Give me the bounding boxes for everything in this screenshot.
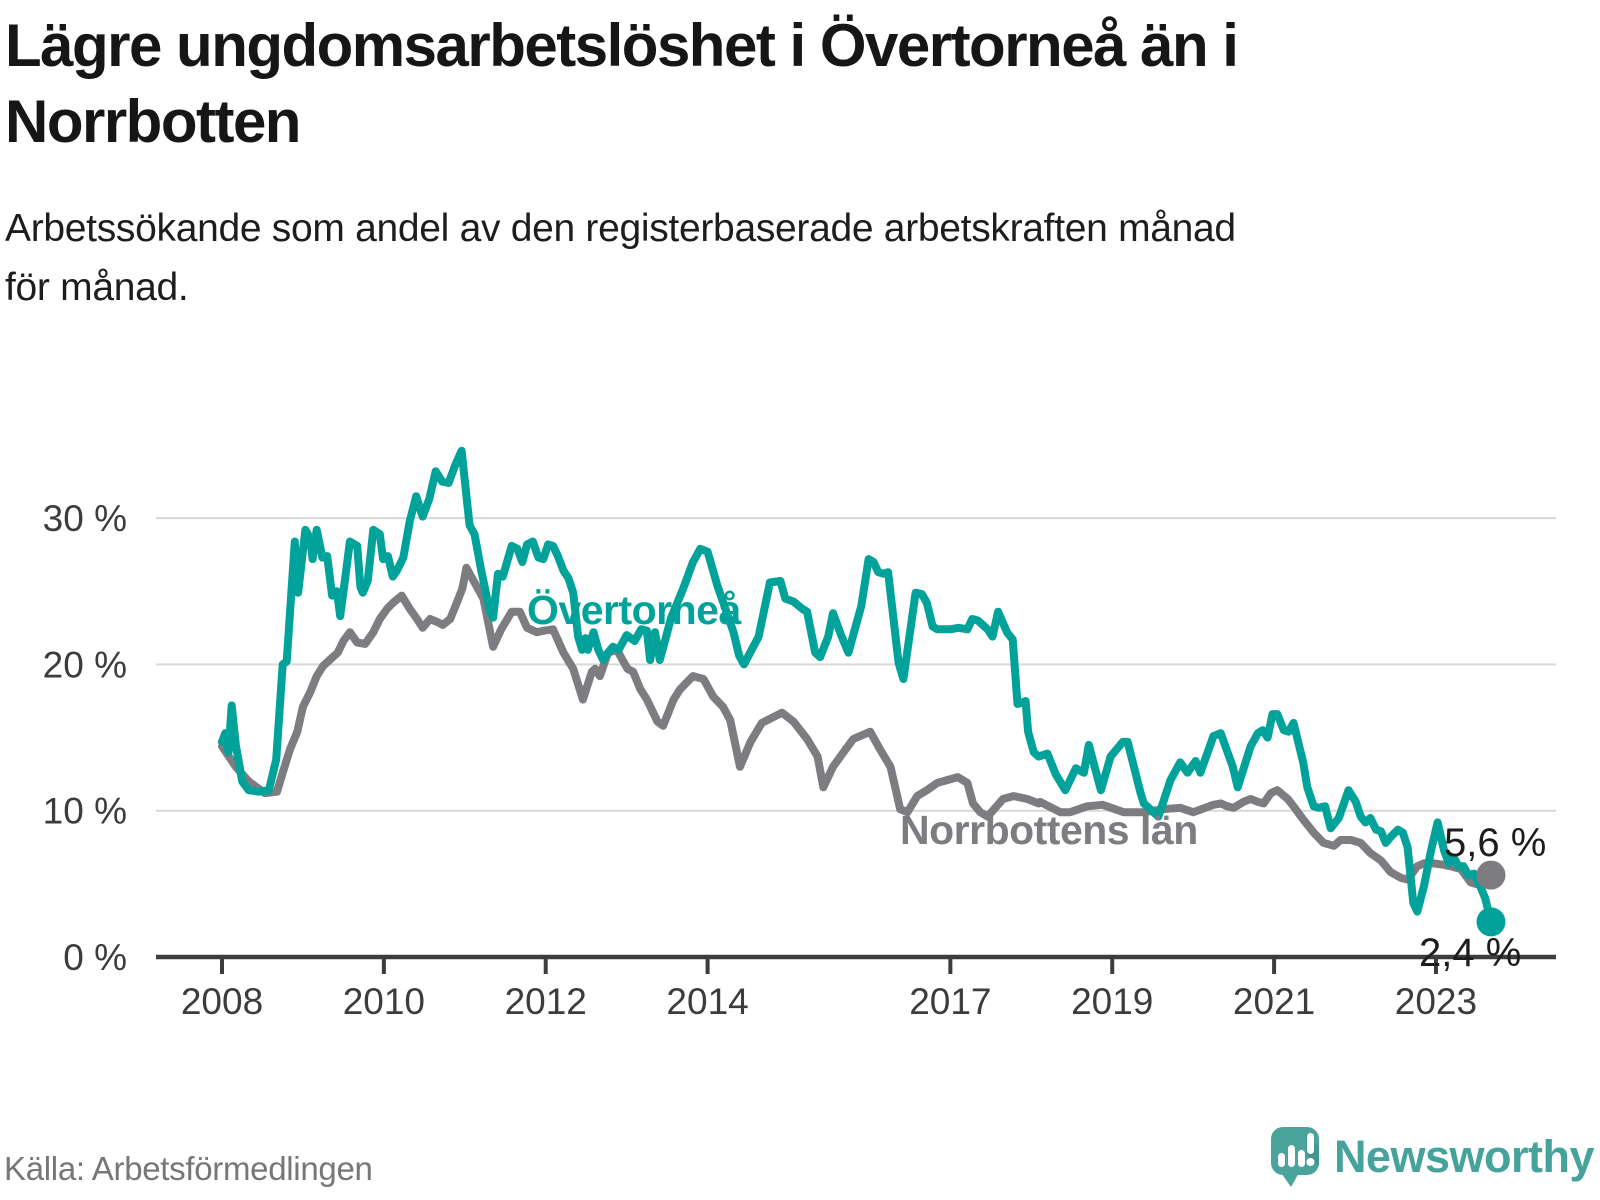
series-end-dots — [1476, 860, 1506, 937]
series-inline-labels: Övertorneå Norrbottens län — [527, 587, 1198, 853]
x-tick-label-2008: 2008 — [181, 981, 263, 1022]
speech-bubble-tail — [1278, 1170, 1300, 1187]
end-dot-overtornea — [1476, 907, 1506, 937]
end-value-label-overtornea: 2,4 % — [1419, 931, 1521, 975]
newsworthy-logo: Newsworthy — [1270, 1126, 1595, 1188]
y-tick-label-0: 0 % — [63, 937, 127, 978]
series-line-norrbotten — [218, 563, 1495, 890]
x-tick-label-2019: 2019 — [1071, 981, 1153, 1022]
x-tick-label-2023: 2023 — [1395, 981, 1477, 1022]
series-label-norrbotten: Norrbottens län — [900, 807, 1198, 853]
x-tick-label-2017: 2017 — [909, 981, 991, 1022]
series-line-overtornea — [218, 446, 1495, 926]
end-value-label-norrbotten: 5,6 % — [1444, 821, 1546, 865]
series-label-overtornea: Övertorneå — [527, 587, 741, 633]
y-tick-label-20: 20 % — [43, 644, 127, 685]
source-note: Källa: Arbetsförmedlingen — [4, 1150, 373, 1187]
x-tick-label-2014: 2014 — [666, 981, 748, 1022]
y-tick-label-30: 30 % — [43, 498, 127, 539]
x-tick-label-2021: 2021 — [1233, 981, 1315, 1022]
end-dot-norrbotten — [1476, 860, 1506, 890]
newsworthy-wordmark: Newsworthy — [1333, 1131, 1595, 1182]
series-end-value-labels: 2,4 % 5,6 % — [1419, 821, 1546, 975]
series-lines — [218, 446, 1495, 926]
y-axis-tick-labels: 0 % 10 % 20 % 30 % — [43, 498, 127, 978]
newsworthy-speech-bubble-icon — [1270, 1127, 1319, 1187]
x-axis-tick-labels: 2008 2010 2012 2014 2017 2019 2021 2023 — [181, 981, 1477, 1022]
x-axis — [156, 954, 1556, 974]
x-tick-label-2012: 2012 — [505, 981, 587, 1022]
exclamation-glyph — [1306, 1133, 1315, 1166]
x-tick-label-2010: 2010 — [343, 981, 425, 1022]
y-tick-label-10: 10 % — [43, 791, 127, 832]
chart-title: Lägre ungdomsarbetslöshet i Övertorneå ä… — [5, 12, 1239, 156]
chart-subtitle: Arbetssökande som andel av den registerb… — [5, 207, 1236, 309]
bar-chart-glyph — [1277, 1145, 1305, 1167]
